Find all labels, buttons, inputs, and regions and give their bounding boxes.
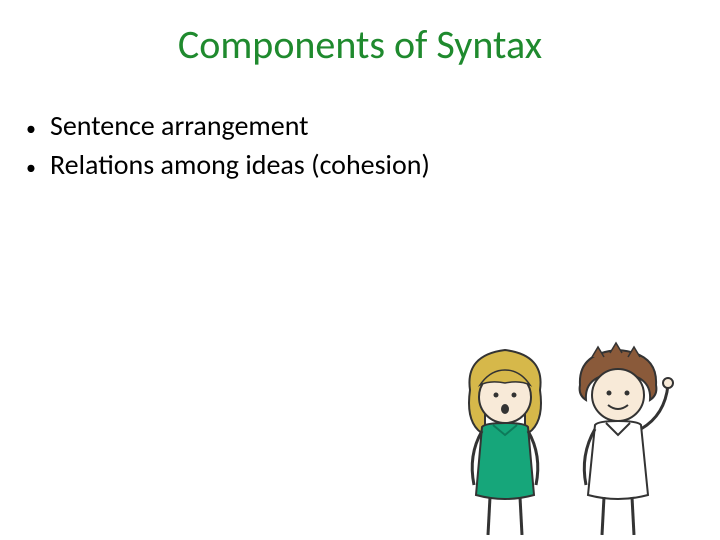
bullet-list: • Sentence arrangement • Relations among… [26,108,430,186]
list-item: • Sentence arrangement [26,108,430,145]
bullet-dot-icon: • [26,152,36,184]
two-children-icon [430,335,690,535]
slide-title: Components of Syntax [0,20,720,69]
bullet-text: Sentence arrangement [50,108,309,144]
list-item: • Relations among ideas (cohesion) [26,147,430,184]
children-illustration [430,335,690,540]
bullet-dot-icon: • [26,113,36,145]
bullet-text: Relations among ideas (cohesion) [50,147,430,183]
slide: { "title": "Components of Syntax", "bull… [0,0,720,540]
